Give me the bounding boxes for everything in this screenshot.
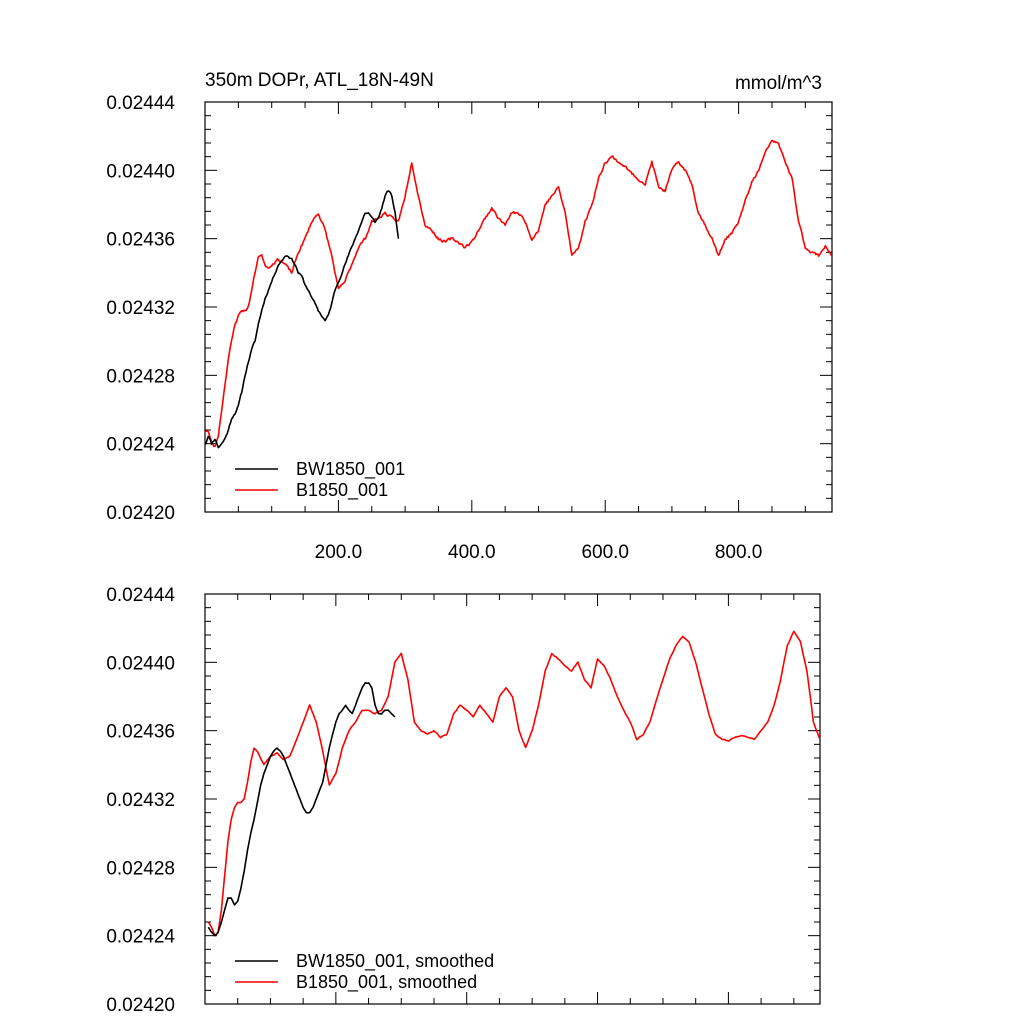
y-tick-label: 0.02444 (106, 93, 175, 114)
y-tick-label: 0.02428 (106, 366, 175, 387)
y-tick-label: 0.02424 (106, 435, 175, 456)
series-line-b1850-001-smoothed (207, 630, 820, 937)
bottom-panel: 0.02420 0.02424 0.02428 0.02432 0.02436 0.024… (106, 585, 821, 1016)
y-tick-label: 0.02444 (106, 585, 175, 606)
panel-title-right: mmol/m^3 (735, 73, 822, 94)
y-tick-label: 0.02420 (106, 503, 175, 524)
y-tick-label: 0.02432 (106, 790, 175, 811)
y-tick-label: 0.02424 (106, 927, 175, 948)
y-tick-label: 0.02432 (106, 298, 175, 319)
legend-label: B1850_001 (296, 480, 388, 501)
top-panel: 0.02420 0.02424 0.02428 0.02432 0.02436 0.024… (106, 70, 833, 563)
y-tick-label: 0.02420 (106, 995, 175, 1016)
series-line-bw1850-001-smoothed (207, 682, 396, 937)
y-tick-label: 0.02440 (106, 653, 175, 674)
y-tick-label: 0.02436 (106, 230, 175, 251)
x-tick-label: 400.0 (448, 542, 496, 563)
series-line-bw1850-001 (205, 190, 400, 449)
series-line-b1850-001 (205, 139, 832, 448)
panel-title-left: 350m DOPr, ATL_18N-49N (205, 70, 434, 91)
legend-label: BW1850_001 (296, 459, 405, 480)
y-tick-label: 0.02428 (106, 858, 175, 879)
x-tick-label: 800.0 (715, 542, 763, 563)
y-tick-label: 0.02440 (106, 161, 175, 182)
y-tick-label: 0.02436 (106, 722, 175, 743)
legend-label: BW1850_001, smoothed (296, 951, 494, 972)
legend-label: B1850_001, smoothed (296, 972, 477, 993)
x-tick-label: 600.0 (581, 542, 629, 563)
x-tick-label: 200.0 (315, 542, 363, 563)
